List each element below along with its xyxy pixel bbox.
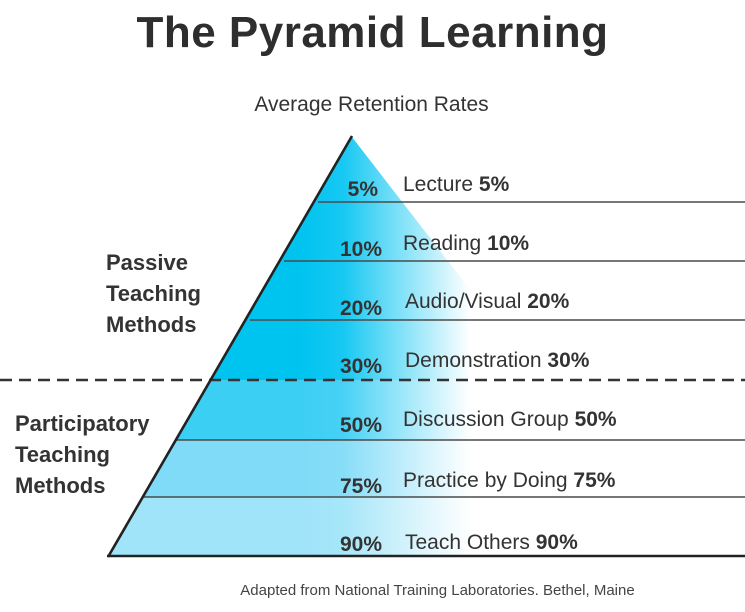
row-separator-lines xyxy=(143,201,745,498)
pct-teach: 90% xyxy=(339,533,382,556)
pct-lecture: 5% xyxy=(347,178,378,201)
participatory-methods-label: Participatory Teaching Methods xyxy=(15,411,150,498)
label-discussion: Discussion Group 50% xyxy=(403,408,617,431)
pct-demonstration: 30% xyxy=(339,355,382,378)
label-reading: Reading 10% xyxy=(403,232,530,255)
passive-methods-label: Passive Teaching Methods xyxy=(106,250,201,337)
pct-discussion: 50% xyxy=(339,414,382,437)
label-demonstration: Demonstration 30% xyxy=(405,349,590,372)
subtitle: Average Retention Rates xyxy=(254,93,489,116)
pct-audio-visual: 20% xyxy=(339,297,382,320)
pct-reading: 10% xyxy=(339,238,382,261)
source-footnote: Adapted from National Training Laborator… xyxy=(240,582,635,599)
pct-practice: 75% xyxy=(339,475,382,498)
label-audio-visual: Audio/Visual 20% xyxy=(405,290,570,313)
pyramid-left-edge xyxy=(106,135,354,558)
label-teach: Teach Others 90% xyxy=(405,531,578,554)
page-title: The Pyramid Learning xyxy=(136,8,609,57)
label-practice: Practice by Doing 75% xyxy=(403,469,616,492)
label-lecture: Lecture 5% xyxy=(403,173,510,196)
